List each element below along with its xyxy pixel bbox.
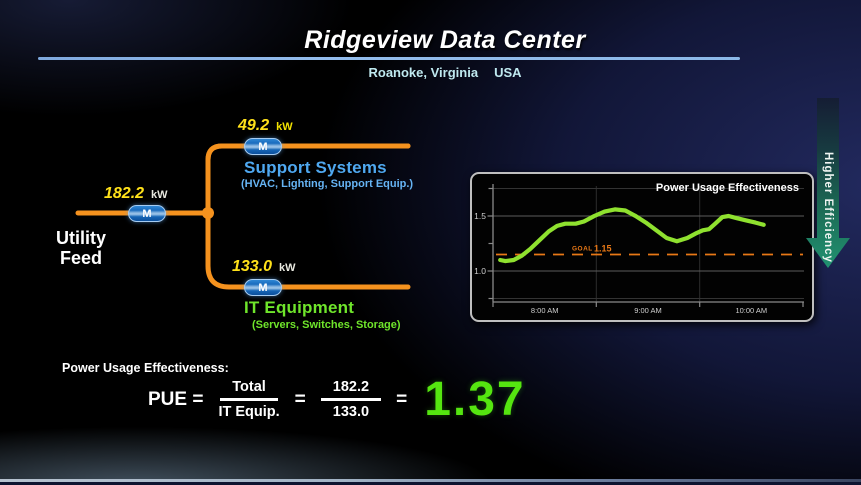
- formula-heading: Power Usage Effectiveness:: [62, 361, 229, 375]
- formula-equals-2: =: [396, 388, 408, 410]
- support-kw-reading: 49.2 kW: [238, 117, 293, 135]
- bottom-accent-bar: [0, 479, 861, 482]
- it-meter-label: M: [258, 281, 268, 294]
- pue-trend-line: [498, 207, 766, 264]
- formula-fraction-values: 182.2 133.0: [320, 379, 382, 421]
- subtitle-country: USA: [494, 65, 522, 80]
- utility-kw-reading: 182.2 kW: [104, 185, 168, 203]
- it-kw-reading: 133.0 kW: [232, 258, 296, 276]
- formula-fraction-terms: Total IT Equip.: [218, 379, 279, 420]
- x-tick-label-9am: 9:00 AM: [634, 306, 662, 315]
- pue-chart-title: Power Usage Effectiveness: [656, 182, 799, 194]
- bottom-edge: [0, 482, 861, 485]
- it-equipment-label: IT Equipment: [244, 298, 355, 317]
- goal-label-value: 1.15: [594, 244, 612, 254]
- pue-result-value: 1.37: [424, 373, 526, 426]
- goal-label-text: GOAL: [572, 246, 593, 253]
- down-arrow-icon: [806, 98, 850, 268]
- subtitle-location: Roanoke, Virginia: [368, 65, 479, 80]
- it-kw-unit: kW: [279, 262, 296, 274]
- junction-node: [202, 207, 214, 219]
- support-kw-unit: kW: [276, 121, 293, 133]
- utility-kw-value: 182.2: [104, 185, 145, 202]
- title-underline: [38, 57, 740, 60]
- formula-value-denominator: 133.0: [332, 404, 370, 421]
- page-subtitle: Roanoke, Virginia USA: [30, 65, 860, 80]
- formula-lhs: PUE =: [148, 388, 204, 410]
- support-meter-label: M: [258, 140, 268, 153]
- y-tick-label-1-0: 1.0: [474, 266, 486, 276]
- pue-chart: 1.5 1.0 8:00 AM 9:00 AM 10:00 AM GOAL 1.…: [474, 182, 804, 315]
- higher-efficiency-arrow: Higher Efficiency: [805, 98, 851, 270]
- support-branch-line: [205, 143, 411, 163]
- page-title: Ridgeview Data Center: [304, 26, 586, 54]
- formula-numerator: Total: [220, 379, 278, 402]
- support-kw-value: 49.2: [238, 117, 270, 134]
- higher-efficiency-label: Higher Efficiency: [822, 152, 834, 263]
- it-equipment-sublabel: (Servers, Switches, Storage): [252, 319, 401, 331]
- it-kw-value: 133.0: [232, 258, 273, 275]
- formula-denominator: IT Equip.: [218, 404, 280, 421]
- formula-value-numerator: 182.2: [320, 379, 382, 402]
- y-tick-label-1-5: 1.5: [474, 211, 486, 221]
- pue-formula: PUE = Total IT Equip. = 182.2 133.0 = 1.…: [148, 373, 526, 426]
- support-systems-label: Support Systems: [244, 158, 387, 177]
- it-meter: M: [244, 279, 282, 296]
- formula-equals-1: =: [294, 388, 306, 410]
- x-tick-label-10am: 10:00 AM: [735, 306, 767, 315]
- pue-chart-panel: 1.5 1.0 8:00 AM 9:00 AM 10:00 AM GOAL 1.…: [470, 172, 814, 322]
- support-meter: M: [244, 138, 282, 155]
- utility-kw-unit: kW: [151, 189, 168, 201]
- utility-meter-label: M: [142, 207, 152, 220]
- utility-feed-label: Utility Feed: [55, 228, 106, 268]
- utility-meter: M: [128, 205, 166, 222]
- x-tick-label-8am: 8:00 AM: [531, 306, 559, 315]
- support-systems-sublabel: (HVAC, Lighting, Support Equip.): [241, 178, 414, 190]
